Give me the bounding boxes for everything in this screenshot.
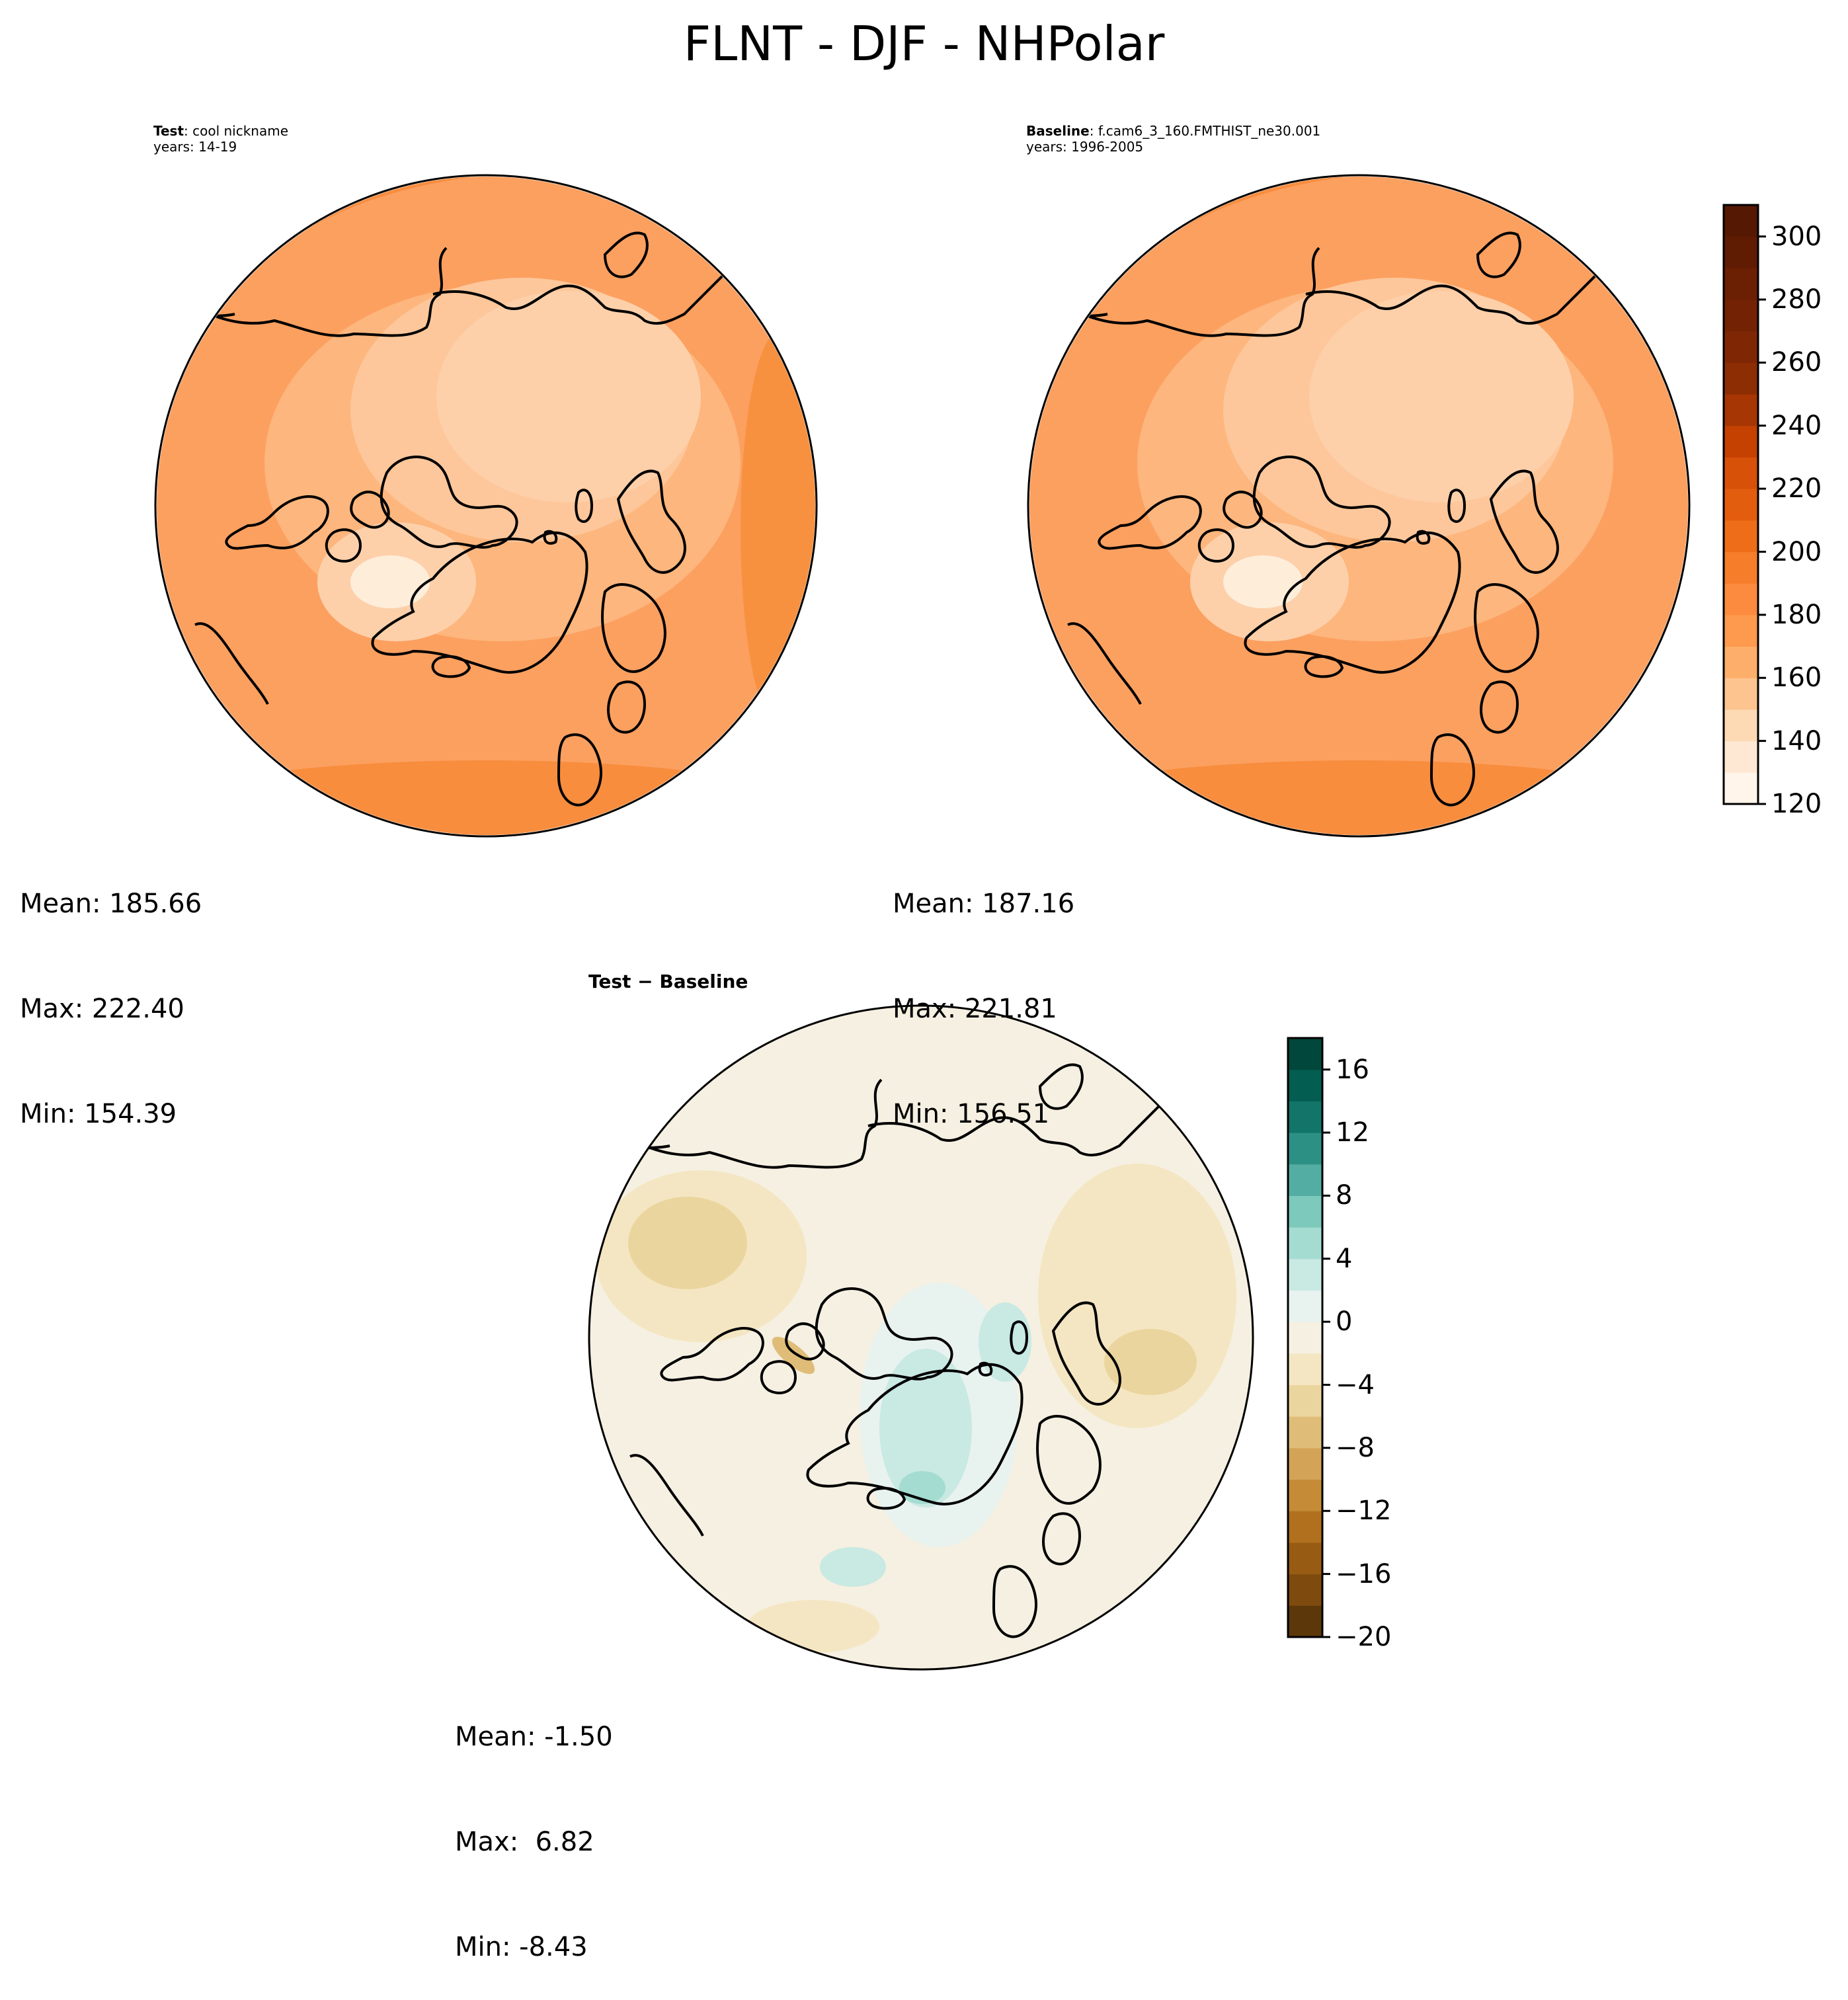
difference-colorbar-segment (1288, 1479, 1322, 1511)
test-mean: Mean: 185.66 (20, 889, 202, 919)
test-case-name: : cool nickname (184, 123, 289, 139)
main-colorbar-segment (1724, 646, 1758, 678)
difference-colorbar-tick-label: −20 (1336, 1622, 1392, 1652)
maps-canvas (154, 174, 1766, 1671)
difference-colorbar-tick-label: −16 (1336, 1558, 1392, 1589)
main-colorbar-segment (1724, 236, 1758, 268)
main-colorbar-tick-label: 160 (1771, 662, 1822, 694)
difference-max: Max: 6.82 (455, 1827, 594, 1857)
test-max: Max: 222.40 (20, 994, 184, 1024)
baseline-case-name: : f.cam6_3_160.FMTHIST_ne30.001 (1089, 123, 1321, 139)
test-label: Test (153, 123, 184, 139)
main-colorbar-tick-label: 200 (1771, 536, 1822, 567)
difference-colorbar-segment (1288, 1447, 1322, 1480)
test-years: years: 14-19 (153, 139, 237, 155)
difference-colorbar-segment (1288, 1574, 1322, 1606)
baseline-max: Max: 221.81 (893, 994, 1057, 1024)
test-min: Min: 154.39 (20, 1099, 177, 1129)
main-colorbar-segment (1724, 772, 1758, 805)
difference-colorbar-segment (1288, 1511, 1322, 1543)
main-colorbar-tick-label: 140 (1771, 725, 1822, 756)
difference-colorbar-segment (1288, 1416, 1322, 1449)
main-colorbar-tick-label: 260 (1771, 347, 1822, 378)
main-colorbar-tick-label: 280 (1771, 284, 1822, 315)
main-colorbar-segment (1724, 394, 1758, 426)
test-stats: Mean: 185.66 Max: 222.40 Min: 154.39 (20, 817, 202, 1167)
difference-colorbar-segment (1288, 1133, 1322, 1165)
main-colorbar-segment (1724, 583, 1758, 616)
difference-colorbar-tick-label: −4 (1336, 1369, 1375, 1400)
main-colorbar-tick-label: 120 (1771, 789, 1822, 819)
difference-colorbar-segment (1288, 1195, 1322, 1228)
difference-colorbar-segment (1288, 1353, 1322, 1386)
difference-colorbar-segment (1288, 1164, 1322, 1196)
baseline-label: Baseline (1026, 123, 1090, 139)
difference-colorbar-segment (1288, 1038, 1322, 1070)
main-colorbar-segment (1724, 425, 1758, 458)
difference-mean: Mean: -1.50 (455, 1722, 613, 1752)
difference-colorbar-tick-label: −8 (1336, 1432, 1375, 1463)
difference-stats: Mean: -1.50 Max: 6.82 Min: -8.43 (455, 1650, 613, 2000)
baseline-map (1027, 174, 1691, 838)
baseline-min: Min: 156.51 (893, 1099, 1050, 1129)
difference-colorbar-segment (1288, 1384, 1322, 1417)
difference-min: Min: -8.43 (455, 1932, 588, 1962)
main-colorbar-segment (1724, 740, 1758, 773)
main-colorbar-segment (1724, 362, 1758, 395)
difference-colorbar-tick-label: 12 (1336, 1117, 1369, 1148)
main-colorbar-segment (1724, 205, 1758, 237)
main-colorbar-segment (1724, 331, 1758, 363)
main-colorbar-segment (1724, 300, 1758, 332)
difference-colorbar-segment (1288, 1542, 1322, 1575)
difference-colorbar-segment (1288, 1101, 1322, 1133)
main-colorbar (1722, 204, 1766, 805)
difference-colorbar-segment (1288, 1258, 1322, 1291)
figure-title: FLNT - DJF - NHPolar (683, 16, 1165, 71)
main-colorbar-frame (1722, 204, 1759, 805)
baseline-panel-header: Baseline: f.cam6_3_160.FMTHIST_ne30.001 … (1026, 123, 1320, 155)
test-panel-header: Test: cool nickname years: 14-19 (153, 123, 288, 155)
main-colorbar-segment (1724, 268, 1758, 300)
main-colorbar-segment (1724, 457, 1758, 489)
difference-colorbar-segment (1288, 1605, 1322, 1638)
main-colorbar-segment (1724, 709, 1758, 742)
baseline-years: years: 1996-2005 (1026, 139, 1144, 155)
difference-colorbar-tick-label: 4 (1336, 1243, 1353, 1274)
main-colorbar-segment (1724, 489, 1758, 521)
baseline-stats: Mean: 187.16 Max: 221.81 Min: 156.51 (893, 817, 1074, 1167)
difference-colorbar (1287, 1037, 1330, 1638)
difference-colorbar-segment (1288, 1069, 1322, 1101)
main-colorbar-segment (1724, 678, 1758, 710)
main-colorbar-tick-label: 220 (1771, 473, 1822, 504)
main-colorbar-tick-label: 180 (1771, 599, 1822, 630)
main-colorbar-tick-label: 240 (1771, 410, 1822, 441)
main-colorbar-tick-label: 300 (1771, 221, 1822, 252)
difference-colorbar-segment (1288, 1290, 1322, 1322)
difference-colorbar-frame (1287, 1037, 1324, 1638)
main-colorbar-segment (1724, 551, 1758, 584)
baseline-mean: Mean: 187.16 (893, 889, 1075, 919)
difference-colorbar-tick-label: 8 (1336, 1180, 1353, 1211)
difference-colorbar-tick-label: −12 (1336, 1496, 1392, 1527)
difference-colorbar-tick-label: 0 (1336, 1306, 1353, 1338)
difference-map (588, 1004, 1254, 1671)
difference-colorbar-segment (1288, 1322, 1322, 1354)
difference-colorbar-segment (1288, 1227, 1322, 1260)
main-colorbar-segment (1724, 614, 1758, 647)
difference-panel-title: Test − Baseline (588, 971, 748, 992)
main-colorbar-segment (1724, 520, 1758, 553)
difference-colorbar-tick-label: 16 (1336, 1054, 1369, 1085)
test-map (154, 174, 818, 838)
